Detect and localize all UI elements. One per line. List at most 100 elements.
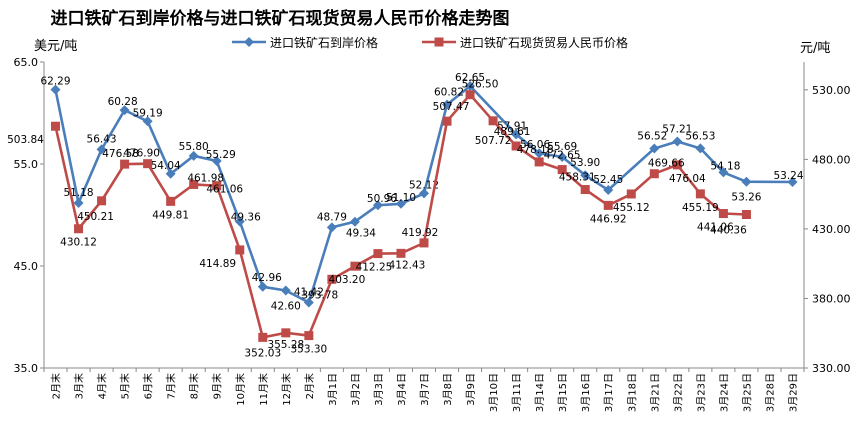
rmb-price-data-label: 476.04 [669,173,706,185]
rmb-price-data-label: 440.36 [710,224,747,236]
left-axis-unit: 美元/吨 [34,39,78,54]
x-tick-label: 6月末 [142,373,155,399]
cif-price-data-label: 62.65 [455,72,485,84]
rmb-price-data-label: 507.47 [433,101,470,113]
x-tick-label: 3月10日 [488,373,500,412]
x-tick-label: 3月16日 [580,373,592,412]
x-tick-label: 3月7日 [419,373,431,406]
rmb-price-point [580,185,590,195]
cif-price-point [603,185,614,196]
cif-price-point [211,156,222,167]
right-tick-label: 530.00 [812,84,851,97]
rmb-price-data-label: 455.12 [613,202,650,214]
rmb-price-data-label: 507.72 [475,135,512,147]
cif-price-data-label: 55.69 [547,141,577,153]
cif-price-data-label: 52.45 [593,174,623,186]
rmb-price-point [373,249,383,259]
left-tick-label: 55.0 [14,158,39,171]
cif-price-data-label: 41.42 [294,287,324,299]
rmb-price-data-label: 403.20 [329,274,366,286]
cif-price-data-label: 57.21 [662,123,692,135]
rmb-price-point [212,181,222,191]
right-tick-label: 480.00 [812,153,851,166]
rmb-price-data-label: 478.16 [517,144,554,156]
cif-price-point [787,176,798,187]
rmb-price-data-label: 419.92 [402,227,439,239]
cif-price-data-label: 56.06 [520,139,550,151]
right-tick-label: 380.00 [812,292,851,305]
rmb-price-data-label: 412.25 [356,262,393,274]
cif-price-point [96,144,107,155]
cif-price-point [649,143,660,154]
rmb-price-data-label: 469.66 [648,158,685,170]
cif-price-point [188,150,199,161]
cif-price-data-label: 56.53 [685,130,715,142]
cif-price-data-label: 48.79 [317,211,347,223]
square-marker-icon [422,37,456,47]
rmb-price-point [465,90,475,100]
rmb-price-point [258,332,268,342]
x-tick-label: 11月末 [257,373,270,406]
x-tick-label: 3月15日 [557,373,569,412]
rmb-price-point [511,141,521,151]
rmb-price-point [603,200,613,210]
cif-price-point [672,136,683,147]
cif-price-data-label: 60.82 [434,87,464,99]
rmb-price-data-label: 526.50 [462,79,499,91]
rmb-price-data-label: 461.06 [206,184,243,196]
cif-price-point [741,176,752,187]
diamond-marker-icon [232,37,266,47]
x-tick-label: 3月28日 [764,373,776,412]
rmb-price-point [143,159,153,169]
cif-price-point [718,167,729,178]
rmb-price-point [649,169,659,179]
cif-price-point [695,143,706,154]
cif-price-point [303,297,314,308]
x-tick-label: 3月4日 [396,373,408,406]
cif-price-data-label: 52.12 [409,179,439,191]
cif-price-point [280,285,291,296]
x-tick-label: 8月末 [188,373,201,399]
x-tick-label: 3月18日 [626,373,638,412]
rmb-price-point [120,159,130,169]
rmb-price-point [534,157,544,167]
rmb-price-data-label: 455.19 [682,202,719,214]
x-tick-label: 3月21日 [649,373,661,412]
left-tick-label: 45.0 [14,260,39,273]
cif-price-point [119,105,130,116]
rmb-price-point [488,116,498,126]
rmb-price-data-label: 412.43 [389,259,426,271]
right-tick-label: 330.00 [812,362,851,375]
cif-price-point [257,281,268,292]
cif-price-point [511,129,522,140]
rmb-price-data-label: 353.30 [290,344,327,356]
x-tick-label: 10月末 [234,373,247,406]
rmb-price-point [557,165,567,175]
rmb-price-data-label: 414.89 [199,258,236,270]
x-tick-label: 3月29日 [787,373,799,412]
x-tick-label: 5月末 [119,373,132,399]
cif-price-data-label: 42.60 [271,300,301,312]
cif-price-data-label: 55.29 [206,149,236,161]
cif-price-data-label: 49.36 [231,212,261,224]
cif-price-data-label: 55.80 [179,141,209,153]
rmb-price-point [281,328,291,338]
cif-price-data-label: 60.28 [108,96,138,108]
cif-price-data-label: 62.29 [40,76,70,88]
x-tick-label: 3月1日 [327,373,339,406]
rmb-price-point [97,196,107,206]
cif-price-data-label: 53.26 [731,192,761,204]
cif-price-data-label: 59.19 [133,107,163,119]
right-axis-unit: 元/吨 [800,41,831,56]
x-tick-label: 9月末 [211,373,224,399]
x-tick-label: 3月25日 [741,373,753,412]
cif-price-point [349,216,360,227]
x-tick-label: 12月末 [280,373,293,406]
cif-price-point [234,216,245,227]
cif-price-data-label: 54.18 [710,160,740,172]
rmb-price-point [304,331,314,341]
x-tick-label: 7月末 [165,373,178,399]
x-tick-label: 3月14日 [534,373,546,412]
rmb-price-point [235,245,245,255]
rmb-price-point [626,189,636,199]
